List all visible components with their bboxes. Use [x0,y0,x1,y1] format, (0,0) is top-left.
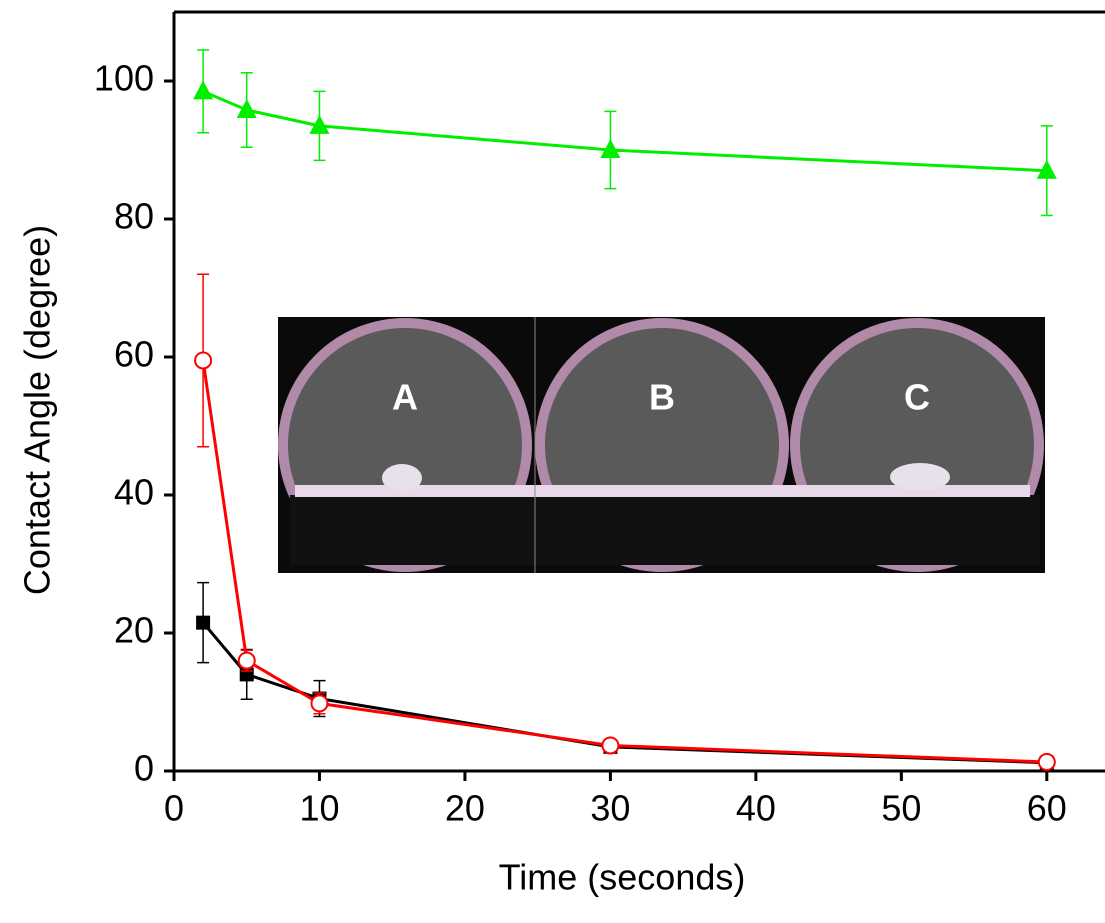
marker [193,80,214,100]
x-tick-label: 10 [299,788,339,829]
marker [194,351,213,370]
series-line [201,621,1047,765]
x-tick-label: 60 [1027,788,1067,829]
x-tick-label: 20 [445,788,485,829]
marker [196,615,211,630]
inset-label: A [392,377,418,418]
inset-photo [278,317,1045,573]
x-axis-title: Time (seconds) [499,857,746,898]
y-tick-label: 60 [114,334,154,375]
marker [310,694,329,713]
y-tick-label: 40 [114,472,154,513]
marker [1037,753,1056,772]
y-tick-label: 80 [114,196,154,237]
marker [601,736,620,755]
y-tick-label: 20 [114,610,154,651]
inset-label: C [904,377,930,418]
x-tick-label: 50 [881,788,921,829]
series-line [202,89,1047,173]
inset-label: B [649,377,675,418]
marker [1036,159,1057,179]
marker [237,651,256,670]
marker [600,139,621,158]
marker [236,98,257,118]
y-axis-title: Contact Angle (degree) [17,225,58,595]
marker [309,114,330,134]
x-tick-label: 0 [164,788,184,829]
x-tick-label: 40 [736,788,776,829]
y-tick-label: 100 [94,58,154,99]
y-tick-label: 0 [134,748,154,789]
x-tick-label: 30 [590,788,630,829]
